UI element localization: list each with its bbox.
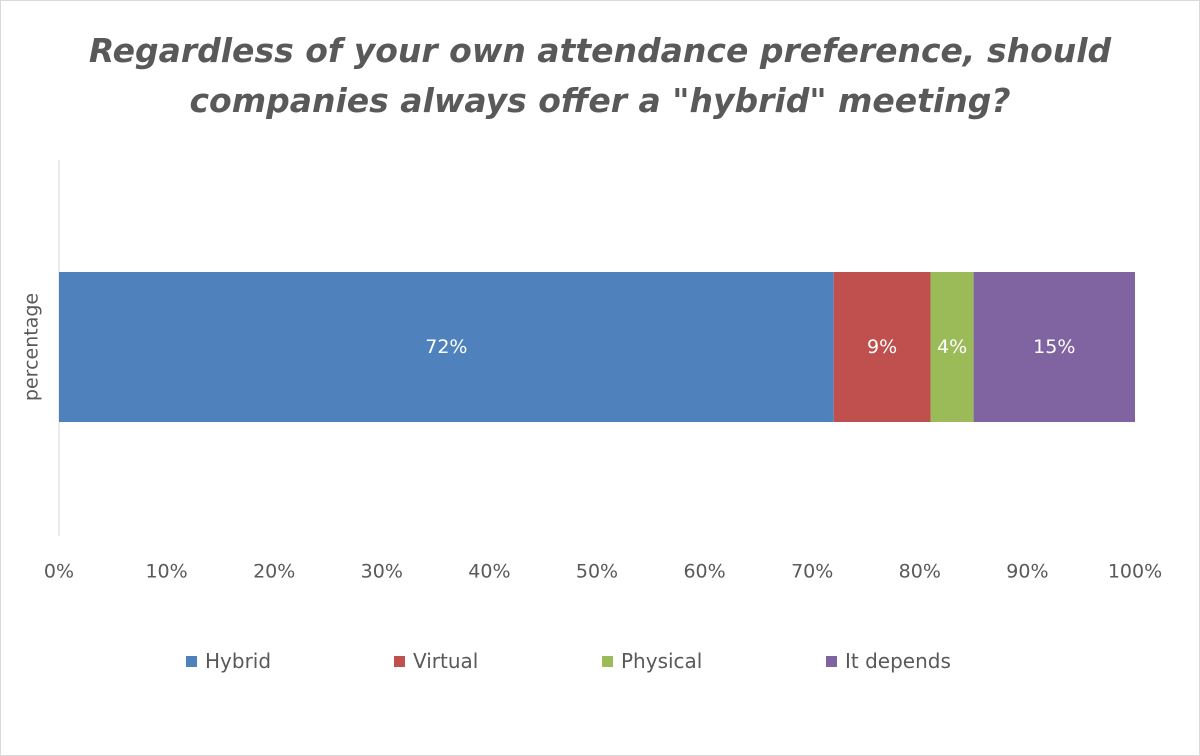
chart-title-line-2: companies always offer a "hybrid" meetin… [189, 81, 1011, 120]
legend-item-it-depends: It depends [826, 646, 951, 676]
x-tick-label: 80% [899, 561, 941, 583]
bar-segment-virtual [833, 272, 931, 422]
legend-swatch-hybrid [186, 655, 197, 667]
chart-title-line-1: Regardless of your own attendance prefer… [88, 31, 1112, 70]
legend-item-physical: Physical [602, 646, 702, 676]
x-tick-label: 90% [1006, 561, 1048, 583]
x-tick-label: 40% [468, 561, 510, 583]
data-label-hybrid: 72% [425, 336, 467, 358]
legend-swatch-it-depends [826, 655, 837, 667]
data-label-it-depends: 15% [1033, 336, 1075, 358]
legend-swatch-virtual [394, 655, 405, 667]
x-tick-label: 60% [683, 561, 725, 583]
bar-segment-it-depends [973, 272, 1135, 422]
chart-title: Regardless of your own attendance prefer… [0, 26, 1200, 126]
legend: Hybrid Virtual Physical It depends [0, 646, 1200, 676]
legend-label-hybrid: Hybrid [205, 649, 272, 673]
legend-item-hybrid: Hybrid [186, 646, 271, 676]
legend-label-it-depends: It depends [845, 649, 951, 673]
x-tick-label: 0% [44, 561, 74, 583]
bar-segment-hybrid [59, 272, 834, 422]
data-label-virtual: 9% [867, 336, 897, 358]
x-tick-label: 50% [576, 561, 618, 583]
x-tick-label: 70% [791, 561, 833, 583]
legend-label-virtual: Virtual [413, 649, 479, 673]
bar-segment-physical [930, 272, 974, 422]
x-tick-label: 100% [1108, 561, 1162, 583]
legend-swatch-physical [602, 655, 613, 667]
x-tick-label: 30% [361, 561, 403, 583]
legend-item-virtual: Virtual [394, 646, 478, 676]
data-label-physical: 4% [937, 336, 967, 358]
legend-label-physical: Physical [621, 649, 703, 673]
x-tick-label: 10% [145, 561, 187, 583]
category-axis-label: percentage [21, 293, 43, 401]
x-tick-label: 20% [253, 561, 295, 583]
